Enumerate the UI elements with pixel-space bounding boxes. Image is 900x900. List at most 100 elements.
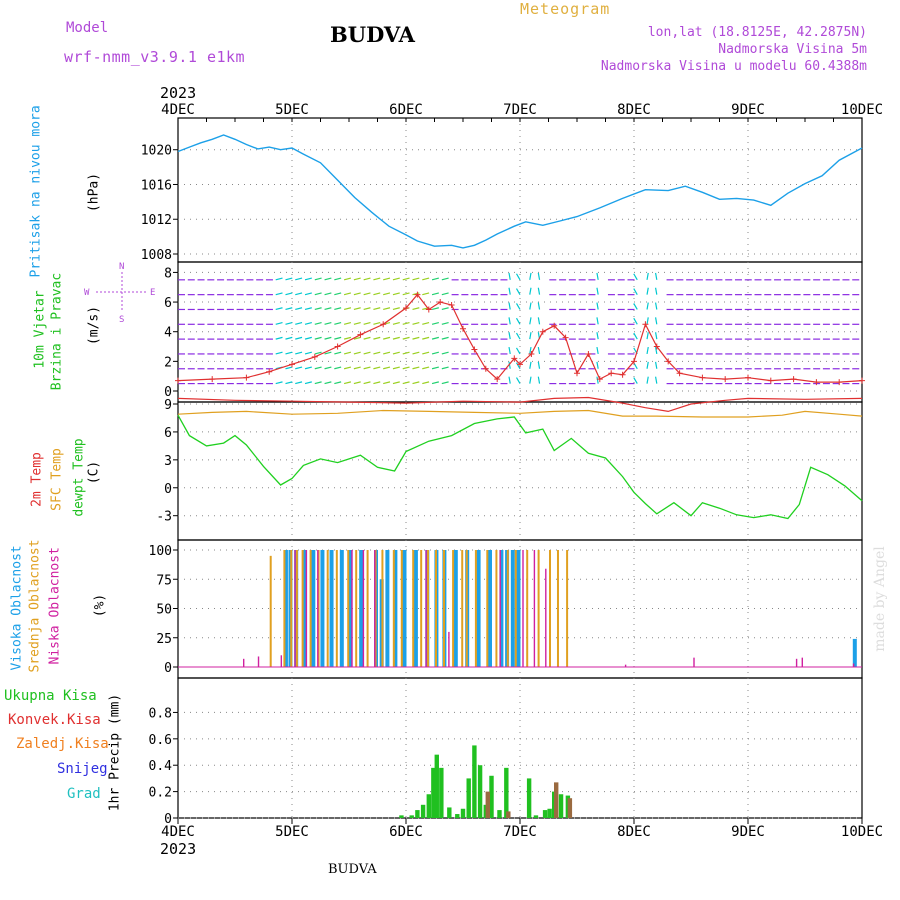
cloud-bar-high: [453, 550, 458, 667]
model-name: wrf-nmm_v3.9.1 e1km: [64, 48, 246, 66]
wind-arrow: [596, 302, 599, 310]
wind-arrow: [353, 351, 361, 355]
cloud-bar-low: [317, 550, 319, 667]
wind-arrow: [508, 346, 511, 355]
temp-axis-unit: (C): [86, 460, 102, 485]
cloud-bar-low: [522, 550, 524, 667]
wind-arrow: [314, 336, 322, 340]
wind-arrow: [363, 307, 371, 311]
wind-arrow: [304, 292, 312, 296]
wind-arrow: [515, 377, 521, 384]
wind-arrow: [373, 351, 381, 355]
cloud-bar-high: [499, 550, 504, 667]
wind-arrow: [363, 277, 371, 281]
precip-bar-total: [431, 767, 436, 818]
wind-arrow: [275, 307, 283, 311]
wind-arrow: [285, 321, 293, 325]
wind-arrow: [431, 307, 439, 311]
y-tick-label-precip: 0.6: [149, 733, 172, 748]
year-label-top: 2023: [160, 84, 197, 102]
cloud-bar-high: [329, 550, 334, 667]
wind-speed-marker: [266, 368, 273, 375]
wind-arrow: [654, 287, 658, 295]
temp-axis-dewpt: dewpt Temp: [71, 438, 87, 517]
wind-speed-marker: [460, 325, 466, 332]
wind-arrow: [596, 287, 599, 295]
y-tick-label-temperature: 9: [164, 398, 172, 413]
cloud-bar-low: [545, 568, 547, 667]
wind-arrow: [596, 346, 599, 355]
wind-arrow: [431, 277, 439, 281]
wind-arrow: [343, 321, 352, 325]
y-tick-label-precip: 0.2: [149, 786, 172, 801]
wind-arrow: [422, 321, 430, 325]
wind-arrow: [529, 317, 532, 325]
wind-arrow: [314, 351, 322, 355]
altitude-info: Nadmorska Visina 5m: [718, 42, 867, 57]
wind-arrow: [383, 381, 391, 385]
precip-bar-convective: [485, 791, 490, 818]
wind-arrow: [295, 321, 303, 325]
wind-arrow: [537, 376, 541, 384]
wind-arrow: [508, 332, 511, 340]
wind-arrow: [285, 366, 293, 370]
wind-arrow: [646, 287, 649, 295]
cloud-bar-mid: [495, 550, 498, 667]
wind-arrow: [646, 361, 649, 369]
wind-arrow: [529, 361, 532, 369]
wind-arrow: [422, 292, 430, 296]
wind-arrow: [314, 366, 322, 370]
wind-arrow: [537, 317, 541, 325]
wind-arrow: [314, 307, 322, 311]
wind-arrow: [295, 277, 303, 281]
wind-arrow: [441, 292, 449, 296]
wind-arrow: [441, 366, 449, 370]
cloud-bar-mid: [566, 550, 569, 667]
wind-arrow: [392, 307, 400, 311]
cloud-bar-mid: [335, 550, 338, 667]
wind-speed-marker: [175, 377, 181, 384]
wind-arrows: [178, 272, 860, 385]
wind-arrow: [324, 336, 332, 340]
wind-arrow: [304, 307, 312, 311]
model-altitude-info: Nadmorska Visina u modelu 60.4388m: [600, 59, 867, 74]
compass-s: S: [119, 315, 125, 325]
precip-bar-total: [439, 767, 444, 818]
wind-arrow: [654, 272, 658, 280]
x-tick-label-bottom: 7DEC: [503, 824, 537, 840]
wind-arrow: [285, 381, 293, 385]
cloud-bar-mid: [537, 550, 540, 667]
wind-speed-marker: [511, 355, 518, 362]
wind-speed-marker: [494, 376, 501, 383]
x-tick-label-top: 10DEC: [841, 102, 883, 118]
wind-arrow: [373, 277, 381, 281]
temp-axis-2m: 2m Temp: [29, 452, 45, 507]
wind-arrow: [304, 277, 312, 281]
wind-arrow: [402, 277, 410, 281]
wind-arrow: [431, 381, 439, 385]
lonlat-info: lon,lat (18.8125E, 42.2875N): [647, 25, 867, 40]
wind-arrow: [392, 381, 400, 385]
wind-arrow: [537, 346, 541, 355]
wind-arrow: [275, 321, 283, 325]
cloud-bar-high: [852, 638, 857, 667]
wind-arrow: [402, 381, 410, 385]
cloud-bar-mid: [486, 550, 489, 667]
cloud-bar-mid: [290, 550, 293, 667]
wind-arrow: [275, 336, 283, 340]
y-tick-label-wind: 0: [164, 385, 172, 400]
wind-arrow: [515, 303, 521, 310]
wind-arrow: [343, 307, 352, 311]
cloud-bar-low: [362, 550, 365, 667]
wind-arrow: [304, 351, 312, 355]
wind-arrow: [412, 307, 420, 311]
wind-speed-marker: [767, 377, 774, 384]
cloud-axis-low: Niska Oblacnost: [47, 547, 63, 665]
model-label: Model: [66, 20, 109, 36]
wind-arrow: [508, 361, 511, 369]
cloud-bar-mid: [427, 550, 430, 667]
wind-arrow: [392, 336, 400, 340]
wind-arrow: [596, 272, 599, 280]
wind-arrow: [343, 292, 352, 296]
